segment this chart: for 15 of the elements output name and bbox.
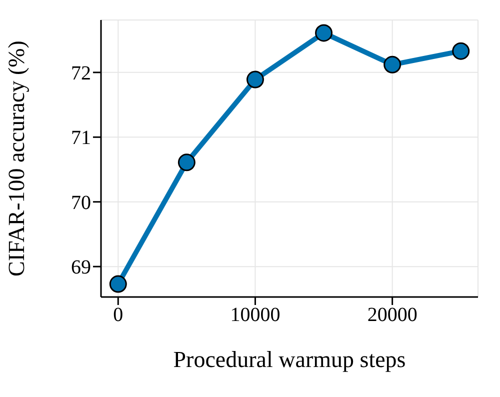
point <box>384 56 402 74</box>
x-tick-label: 0 <box>113 304 124 326</box>
point <box>178 154 196 172</box>
point <box>315 24 333 42</box>
point <box>452 42 470 60</box>
y-tick-label: 70 <box>71 192 91 214</box>
point <box>246 70 264 88</box>
x-tick-label: 10000 <box>230 304 280 326</box>
x-tick-label: 20000 <box>367 304 418 326</box>
y-tick-label: 69 <box>71 256 91 279</box>
y-tick-label: 71 <box>71 127 91 150</box>
x-axis-title: Procedural warmup steps <box>173 347 406 372</box>
point <box>109 275 127 293</box>
y-axis-title: CIFAR-100 accuracy (%) <box>4 40 30 276</box>
y-tick-label: 72 <box>71 62 91 85</box>
